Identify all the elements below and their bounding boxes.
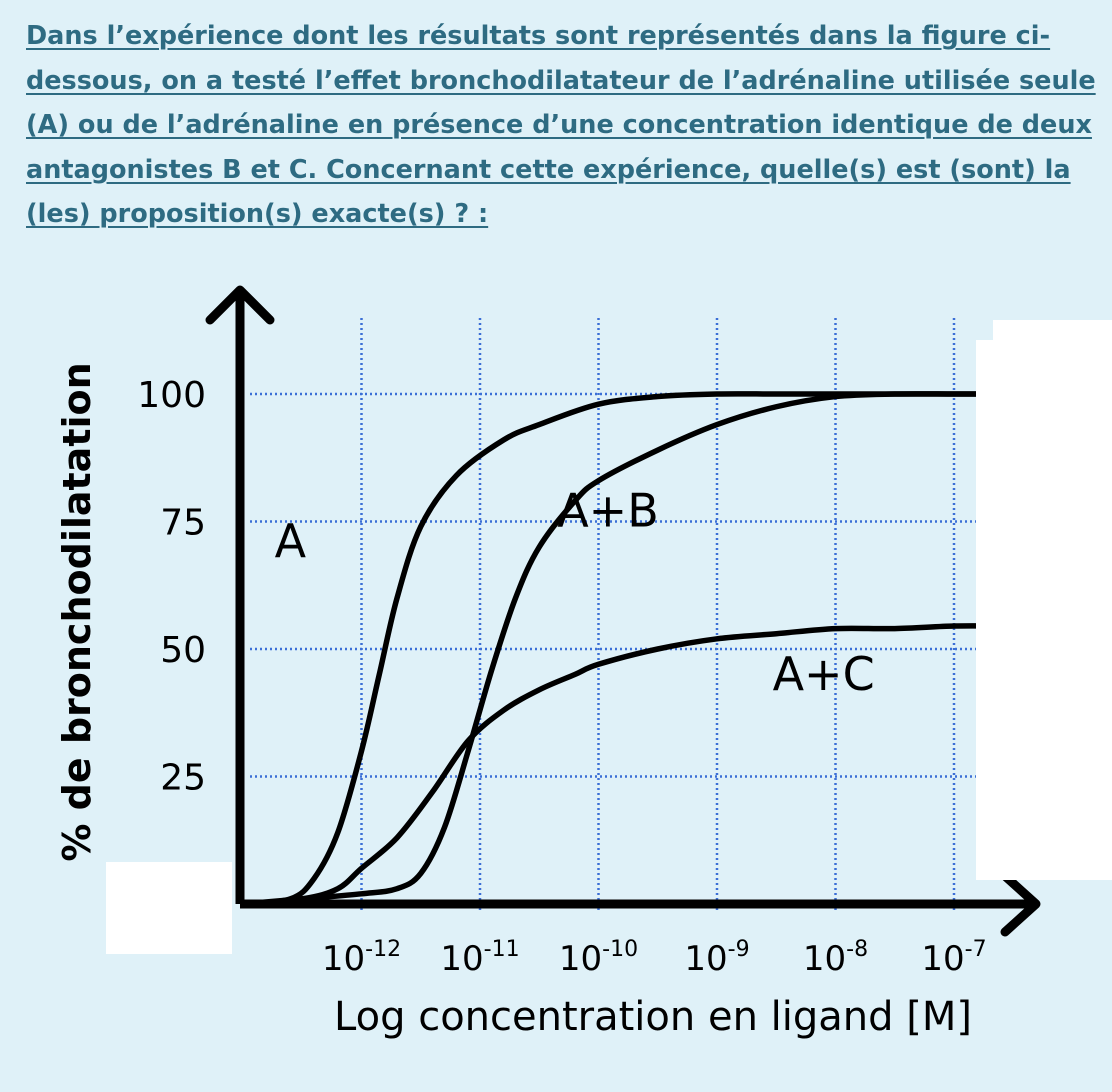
y-axis-arrow <box>205 285 275 325</box>
y-tick-label-50: 50 <box>160 630 206 671</box>
x-tick-label-2: 10-10 <box>559 937 638 979</box>
curve-label-0: A <box>275 514 307 568</box>
y-tick-label-100: 100 <box>137 375 206 416</box>
curve-series-2 <box>240 623 1005 907</box>
x-tick-label-1: 10-11 <box>440 937 519 979</box>
x-tick-label-5: 10-7 <box>921 937 986 979</box>
curves <box>240 391 1005 907</box>
x-tick-label-0: 10-12 <box>322 937 401 979</box>
y-tick-label-25: 25 <box>160 758 206 799</box>
white-patch-bottom-left <box>106 862 232 954</box>
x-axis-label: Log concentration en ligand [M] <box>334 994 972 1040</box>
curve-label-2: A+C <box>773 647 875 701</box>
grid-lines <box>250 318 976 912</box>
axes <box>205 285 1041 937</box>
white-patch-right <box>976 340 1112 880</box>
y-tick-label-75: 75 <box>160 503 206 544</box>
x-tick-label-3: 10-9 <box>684 937 749 979</box>
x-tick-label-4: 10-8 <box>803 937 868 979</box>
x-axis-arrow <box>1000 871 1041 937</box>
curve-labels: A A+B A+C <box>275 484 875 701</box>
y-axis-label: % de bronchodilatation <box>55 362 99 861</box>
curve-series-1 <box>240 391 993 907</box>
question-text: Dans l’expérience dont les résultats son… <box>26 21 1096 229</box>
curve-label-1: A+B <box>557 484 659 538</box>
